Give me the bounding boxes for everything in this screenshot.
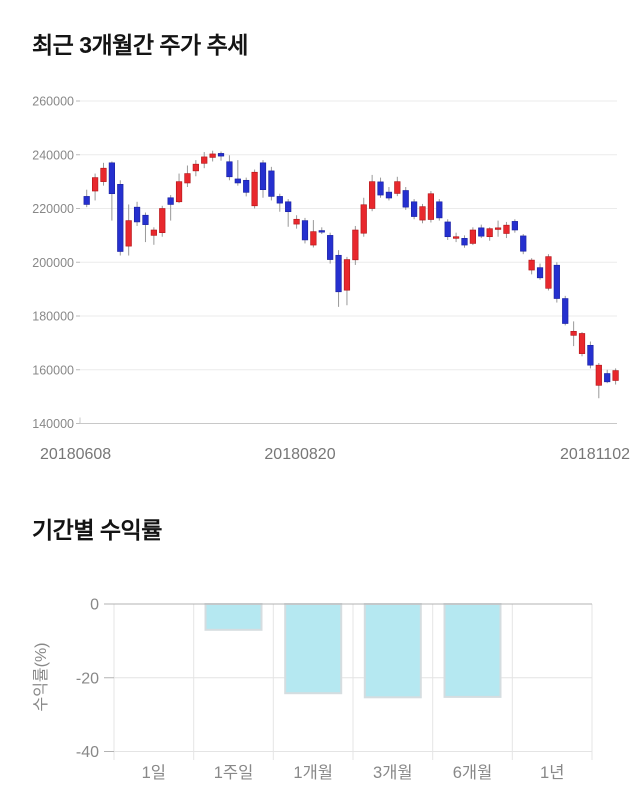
svg-text:1년: 1년 <box>540 763 564 782</box>
svg-text:-40: -40 <box>76 744 99 761</box>
svg-text:20180820: 20180820 <box>264 446 335 463</box>
returns-chart-title: 기간별 수익률 <box>32 517 162 543</box>
returns-bars <box>204 603 502 699</box>
returns-ylabel: 수익률(%) <box>32 642 50 711</box>
svg-text:1개월: 1개월 <box>293 763 333 782</box>
price-x-labels: 20180608 20180820 20181102 <box>40 446 630 463</box>
price-chart-title: 최근 3개월간 주가 추세 <box>32 32 248 58</box>
svg-text:-20: -20 <box>76 670 99 687</box>
svg-text:1일: 1일 <box>142 763 166 782</box>
returns-v-grid <box>113 604 593 760</box>
returns-y-grid: 0 -20 -40 <box>76 597 592 761</box>
svg-text:260000: 260000 <box>32 95 74 109</box>
svg-text:20180608: 20180608 <box>40 446 111 463</box>
svg-text:200000: 200000 <box>32 256 74 270</box>
price-candlestick-chart: 260000 240000 220000 200000 180000 160000 1400… <box>32 95 630 464</box>
svg-text:6개월: 6개월 <box>453 763 493 782</box>
price-y-grid: 260000 240000 220000 200000 180000 160000 1400… <box>32 95 617 431</box>
svg-text:160000: 160000 <box>32 363 74 377</box>
svg-text:140000: 140000 <box>32 417 74 431</box>
svg-text:1주일: 1주일 <box>214 763 254 782</box>
svg-text:20181102: 20181102 <box>560 446 630 463</box>
svg-text:180000: 180000 <box>32 310 74 324</box>
returns-bar-chart: 0 -20 -40 1일 1주일 1개월 3개월 6개월 1년 수익률(%) <box>32 597 593 782</box>
svg-text:0: 0 <box>90 597 99 614</box>
returns-category-labels: 1일 1주일 1개월 3개월 6개월 1년 <box>142 763 565 782</box>
price-candles <box>83 150 619 399</box>
svg-text:220000: 220000 <box>32 202 74 216</box>
svg-text:3개월: 3개월 <box>373 763 413 782</box>
svg-text:240000: 240000 <box>32 148 74 162</box>
